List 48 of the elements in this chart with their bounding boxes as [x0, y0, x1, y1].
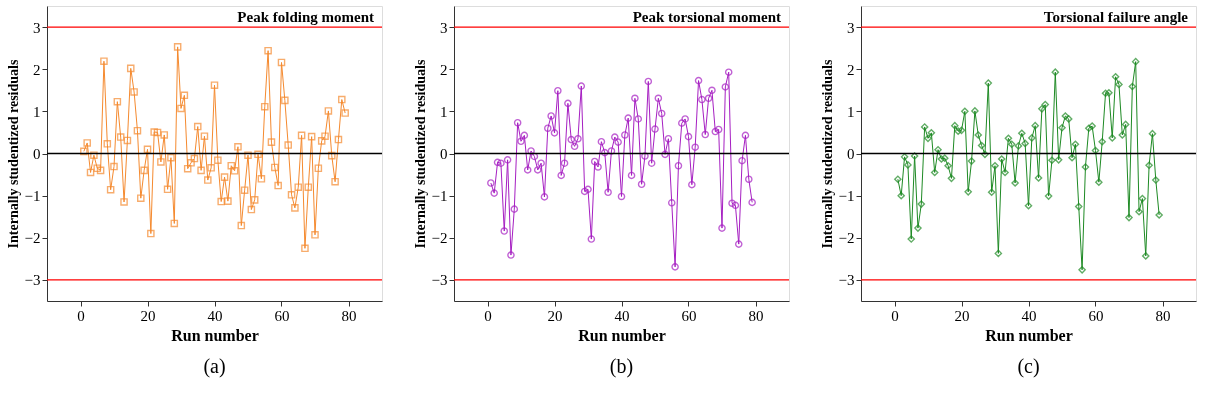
text: (a) [203, 355, 226, 378]
y-tick-label: 2 [33, 61, 41, 78]
x-tick-label: 20 [547, 307, 563, 324]
x-tick-label: 40 [614, 307, 630, 324]
y-axis-title: Internally studentized residuals [5, 59, 21, 249]
y-axis-title: Internally studentized residuals [819, 59, 835, 249]
y-tick-label: 2 [847, 61, 855, 78]
y-tick-label: 1 [440, 103, 448, 120]
x-tick-label: 60 [1088, 307, 1104, 324]
y-axis-title: Internally studentized residuals [412, 59, 428, 249]
y-tick-label: −3 [431, 272, 448, 289]
x-tick-label: 60 [274, 307, 290, 324]
x-tick-label: 0 [77, 307, 85, 324]
chart-title: Torsional failure angle [1043, 9, 1189, 25]
y-tick-label: −1 [24, 188, 41, 205]
y-tick-label: 0 [33, 146, 41, 162]
x-axis-title: Run number [985, 326, 1073, 344]
y-tick-label: 3 [440, 19, 448, 36]
x-tick-label: 80 [341, 307, 357, 324]
x-tick-label: 80 [1155, 307, 1171, 324]
x-tick-label: 80 [748, 307, 764, 324]
x-axis-title: Run number [171, 326, 259, 344]
x-tick-label: 0 [891, 307, 899, 324]
y-tick-label: −3 [24, 272, 41, 289]
x-tick-label: 20 [140, 307, 156, 324]
x-tick-label: 40 [207, 307, 223, 324]
y-tick-label: −2 [24, 230, 41, 247]
x-tick-label: 60 [681, 307, 697, 324]
y-tick-label: 3 [847, 19, 855, 36]
y-tick-label: −3 [838, 272, 855, 289]
x-tick-label: 0 [484, 307, 492, 324]
x-tick-label: 20 [954, 307, 970, 324]
text: (c) [1017, 355, 1040, 378]
y-tick-label: −2 [431, 230, 448, 247]
y-tick-label: −1 [431, 188, 448, 205]
y-tick-label: 1 [847, 103, 855, 120]
x-tick-label: 40 [1021, 307, 1037, 324]
y-tick-label: 0 [440, 146, 448, 162]
y-tick-label: 1 [33, 103, 41, 120]
y-tick-label: 0 [847, 146, 855, 162]
y-tick-label: 3 [33, 19, 41, 36]
y-tick-label: −2 [838, 230, 855, 247]
y-tick-label: −1 [838, 188, 855, 205]
y-tick-label: 2 [440, 61, 448, 78]
chart-title: Peak torsional moment [632, 9, 781, 25]
chart-title: Peak folding moment [237, 9, 374, 25]
x-axis-title: Run number [578, 326, 666, 344]
text: (b) [609, 355, 634, 378]
